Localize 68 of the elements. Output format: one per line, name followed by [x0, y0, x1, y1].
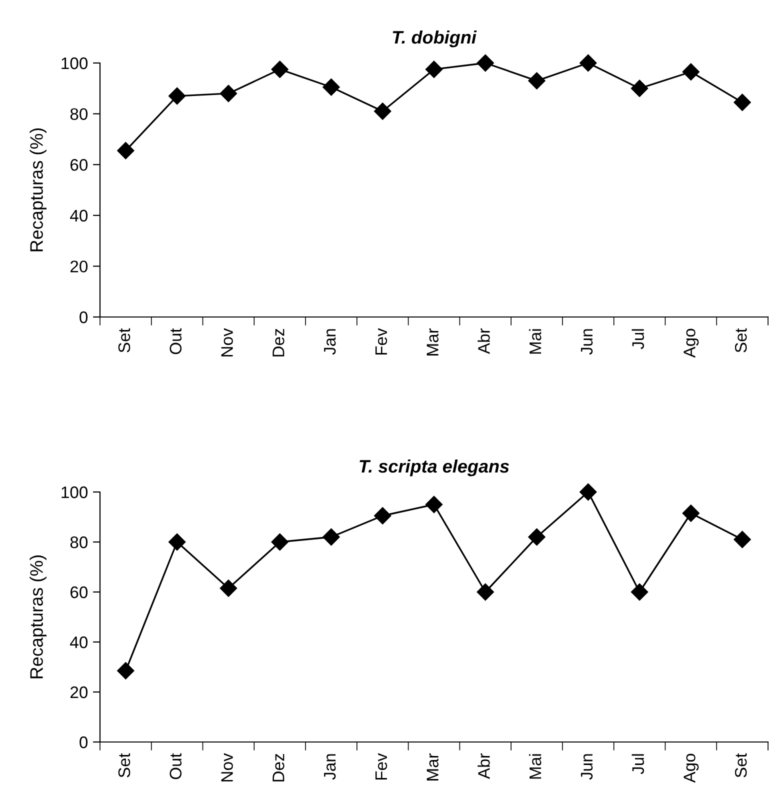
x-tick-label: Dez — [272, 754, 284, 782]
y-tick-label: 60 — [70, 586, 88, 598]
y-tick-label: 20 — [70, 260, 88, 272]
x-tick-label: Dez — [272, 328, 284, 356]
point — [734, 530, 751, 548]
point — [168, 533, 186, 551]
y-axis-title: Recapturas (%) — [30, 555, 46, 678]
x-tick-label: Set — [118, 328, 130, 352]
x-tick-label: Mai — [529, 754, 542, 779]
point — [322, 528, 340, 546]
point — [630, 80, 648, 97]
point — [476, 54, 494, 72]
point — [168, 87, 186, 105]
x-tick-label: Mar — [426, 753, 438, 780]
point — [117, 662, 134, 680]
point — [425, 496, 443, 514]
point — [630, 583, 648, 601]
chart-title: T. dobigni — [392, 30, 477, 48]
point — [425, 60, 443, 78]
point — [271, 533, 288, 551]
point — [734, 94, 751, 111]
y-tick-label: 80 — [70, 536, 88, 548]
x-tick-label: Out — [170, 328, 182, 354]
y-tick-label: 100 — [62, 486, 88, 498]
point — [322, 78, 340, 96]
x-tick-label: Fev — [375, 328, 388, 355]
point — [580, 483, 597, 501]
point — [220, 580, 238, 597]
point — [682, 63, 700, 80]
x-tick-label: Jul — [632, 754, 644, 774]
point — [220, 84, 238, 102]
point — [528, 72, 546, 90]
x-tick-label: Jun — [581, 329, 593, 355]
x-tick-label: Ago — [684, 328, 699, 358]
point — [580, 54, 597, 72]
y-tick-label: 0 — [80, 311, 88, 324]
point — [374, 507, 392, 524]
y-tick-label: 80 — [70, 108, 88, 120]
point — [271, 60, 288, 78]
x-tick-label: Abr — [478, 328, 490, 354]
y-tick-label: 40 — [70, 210, 88, 222]
x-tick-label: Mar — [426, 328, 438, 356]
point — [528, 528, 546, 546]
x-tick-label: Mai — [529, 329, 542, 354]
y-tick-label: 100 — [62, 57, 88, 70]
x-tick-label: Nov — [221, 328, 233, 356]
chart-title: T. scripta elegans — [360, 459, 509, 476]
point — [476, 583, 494, 601]
x-tick-label: Set — [734, 753, 747, 778]
x-tick-label: Jan — [324, 329, 336, 355]
point — [117, 142, 134, 160]
y-tick-label: 0 — [80, 736, 88, 748]
x-tick-label: Jul — [632, 329, 644, 350]
point — [682, 504, 700, 522]
x-tick-label: Ago — [684, 754, 699, 783]
x-tick-label: Set — [118, 753, 130, 778]
x-tick-label: Fev — [375, 753, 388, 780]
x-tick-label: Jun — [581, 754, 593, 780]
x-tick-label: Nov — [221, 753, 233, 782]
x-tick-label: Set — [734, 328, 747, 352]
y-axis-title: Recapturas (%) — [30, 128, 46, 252]
x-tick-label: Jan — [324, 754, 336, 780]
point — [374, 102, 392, 120]
y-tick-label: 60 — [70, 159, 88, 171]
x-tick-label: Abr — [478, 753, 490, 780]
x-tick-label: Out — [170, 753, 182, 780]
y-tick-label: 20 — [70, 686, 88, 698]
y-tick-label: 40 — [70, 636, 88, 648]
